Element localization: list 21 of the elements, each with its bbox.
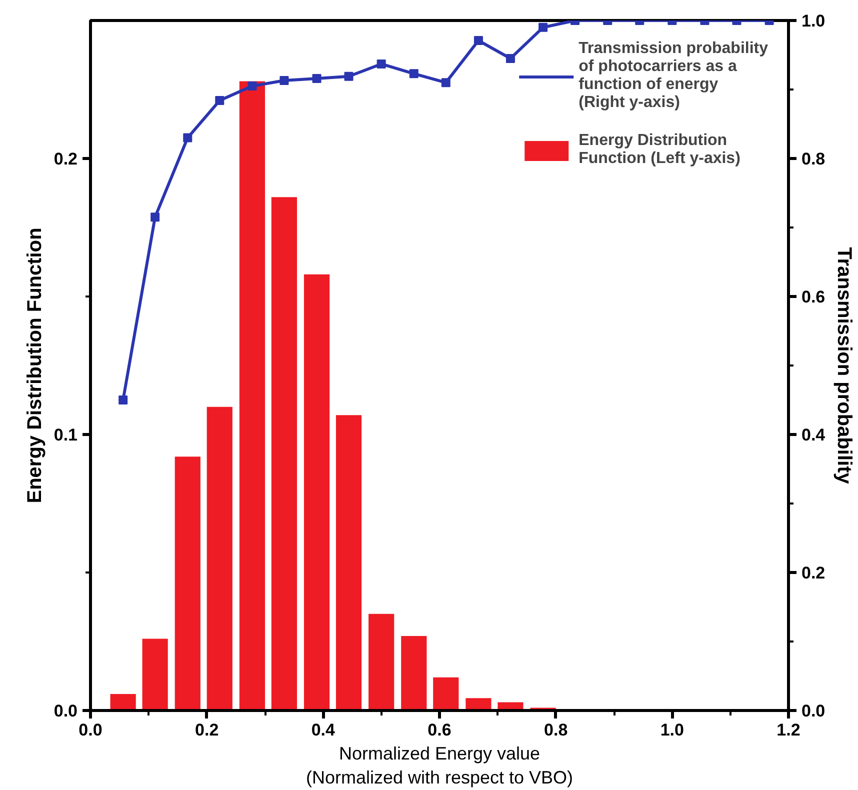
y2-tick-label: 1.0: [802, 12, 826, 30]
y2-tick-label: 0.6: [802, 288, 826, 306]
legend-label: Transmission probability of photocarriers as a function of energy (Right y-axis): [578, 40, 768, 112]
y-tick-label: 0.2: [54, 150, 78, 168]
x-tick-label: 0.2: [195, 720, 219, 740]
x-tick-label: 0.8: [544, 720, 568, 740]
y2-tick-label: 0.2: [802, 564, 826, 582]
x-axis-title: Normalized Energy value (Normalized with respect to VBO): [306, 744, 574, 788]
y2-axis-title: Transmission probability: [833, 247, 856, 485]
x-tick-label: 0.4: [311, 720, 336, 740]
y-tick-label: 0.0: [54, 702, 78, 720]
x-tick-label: 1.0: [660, 720, 684, 740]
y2-tick-label: 0.0: [802, 702, 826, 720]
x-tick-label: 0.0: [78, 720, 102, 740]
y-axis-title: Energy Distribution Function: [24, 228, 46, 504]
x-tick-label: 0.6: [428, 720, 452, 740]
y2-tick-label: 0.4: [802, 426, 826, 444]
legend-label: Energy Distribution Function (Left y-axis): [578, 132, 740, 168]
x-tick-label: 1.2: [776, 720, 800, 740]
y2-tick-label: 0.8: [802, 150, 826, 168]
y-tick-label: 0.1: [54, 426, 78, 444]
